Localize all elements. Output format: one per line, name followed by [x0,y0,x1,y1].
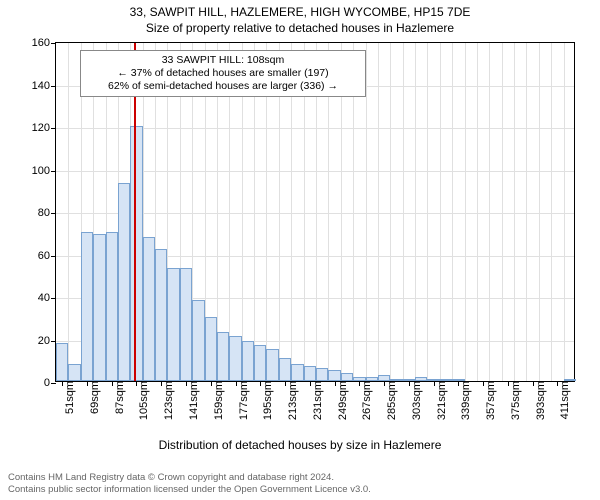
gridline [477,43,478,381]
gridline [403,43,404,381]
x-tick-label: 213sqm [281,381,299,420]
y-tick-label: 20 [38,335,56,347]
histogram-bar [266,349,278,381]
footer-line: Contains public sector information licen… [8,484,371,496]
histogram-bar [205,317,217,381]
gridline [452,43,453,381]
gridline [378,43,379,381]
histogram-bar [254,345,266,381]
x-tick-label: 339sqm [454,381,472,420]
histogram-bar [192,300,204,381]
histogram-bar [341,373,353,382]
y-tick-label: 140 [32,80,56,92]
gridline [415,43,416,381]
gridline [502,43,503,381]
annotation-line: ← 37% of detached houses are smaller (19… [87,67,359,80]
histogram-bar [217,332,229,381]
x-tick-label: 51sqm [58,381,76,414]
x-tick-label: 69sqm [83,381,101,414]
x-tick-label: 393sqm [529,381,547,420]
x-tick-label: 303sqm [405,381,423,420]
histogram-bar [242,341,254,381]
histogram-bar [93,234,105,381]
x-tick-label: 123sqm [157,381,175,420]
x-tick-label: 87sqm [108,381,126,414]
histogram-bar [143,237,155,382]
gridline [551,43,552,381]
x-tick-label: 285sqm [380,381,398,420]
y-tick-label: 80 [38,207,56,219]
histogram-bar [328,370,340,381]
histogram-bar [279,358,291,381]
x-tick-label: 231sqm [306,381,324,420]
gridline [564,43,565,381]
title-line-1: 33, SAWPIT HILL, HAZLEMERE, HIGH WYCOMBE… [0,0,600,20]
y-tick-label: 40 [38,292,56,304]
gridline [427,43,428,381]
histogram-bar [130,126,142,381]
gridline [68,43,69,381]
histogram-bar [106,232,118,381]
x-tick-label: 375sqm [504,381,522,420]
y-tick-label: 100 [32,165,56,177]
histogram-bar [118,183,130,381]
y-tick-label: 120 [32,122,56,134]
histogram-bar [155,249,167,381]
x-tick-label: 141sqm [182,381,200,420]
annotation-box: 33 SAWPIT HILL: 108sqm ← 37% of detached… [80,50,366,97]
histogram-bar [167,268,179,381]
gridline [465,43,466,381]
x-tick-label: 195sqm [256,381,274,420]
y-tick-label: 60 [38,250,56,262]
footer-attribution: Contains HM Land Registry data © Crown c… [8,472,371,496]
y-tick-label: 0 [44,377,56,389]
x-tick-label: 249sqm [331,381,349,420]
histogram-bar [229,336,241,381]
x-tick-label: 177sqm [232,381,250,420]
annotation-line: 62% of semi-detached houses are larger (… [87,80,359,93]
title-line-2: Size of property relative to detached ho… [0,20,600,36]
x-tick-label: 267sqm [355,381,373,420]
histogram-bar [316,368,328,381]
gridline [390,43,391,381]
x-tick-label: 159sqm [207,381,225,420]
x-tick-label: 357sqm [479,381,497,420]
histogram-bar [180,268,192,381]
y-tick-label: 160 [32,37,56,49]
footer-line: Contains HM Land Registry data © Crown c… [8,472,371,484]
histogram-bar [304,366,316,381]
x-tick-label: 321sqm [430,381,448,420]
annotation-line: 33 SAWPIT HILL: 108sqm [87,54,359,67]
x-tick-label: 105sqm [132,381,150,420]
x-axis-label: Distribution of detached houses by size … [0,438,600,452]
gridline [440,43,441,381]
gridline [539,43,540,381]
histogram-bar [291,364,303,381]
gridline [489,43,490,381]
histogram-bar [81,232,93,381]
gridline [514,43,515,381]
gridline [526,43,527,381]
histogram-bar [68,364,80,381]
x-tick-label: 411sqm [553,381,571,419]
histogram-bar [56,343,68,381]
